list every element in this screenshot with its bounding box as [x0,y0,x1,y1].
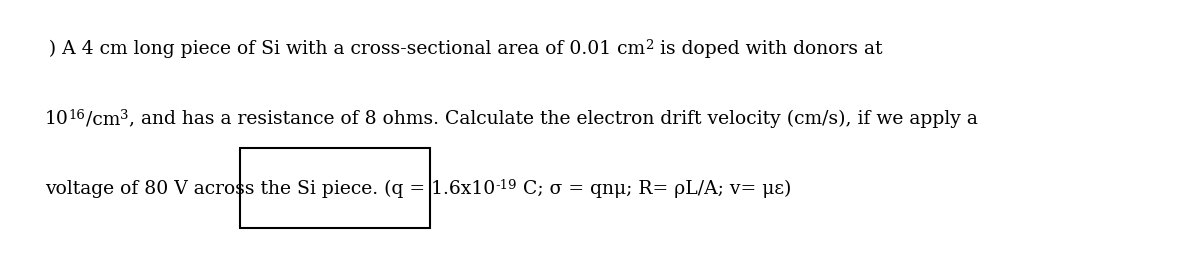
Text: -19: -19 [496,179,517,192]
Text: voltage of 80 V across the Si piece. (q = 1.6x10: voltage of 80 V across the Si piece. (q … [46,180,496,198]
Text: is doped with donors at: is doped with donors at [654,40,882,58]
Text: 3: 3 [120,109,128,122]
Text: , and has a resistance of 8 ohms. Calculate the electron drift velocity (cm/s), : , and has a resistance of 8 ohms. Calcul… [128,110,978,128]
Text: ) A 4 cm long piece of Si with a cross-sectional area of 0.01 cm: ) A 4 cm long piece of Si with a cross-s… [46,40,646,58]
Text: C; σ = qnμ; R= ρL/A; v= με): C; σ = qnμ; R= ρL/A; v= με) [517,180,791,198]
Text: 10: 10 [46,110,68,128]
Text: 16: 16 [68,109,85,122]
Bar [240,148,430,228]
Text: /cm: /cm [85,110,120,128]
Text: 2: 2 [646,39,654,52]
